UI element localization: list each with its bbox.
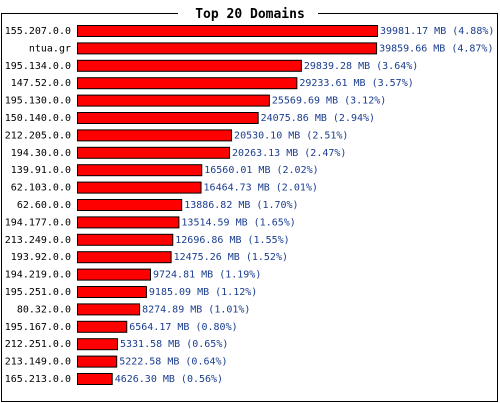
category-label: 139.91.0.0 (11, 165, 71, 176)
value-label: 29233.61 MB (3.57%) (299, 78, 413, 89)
category-label: 62.103.0.0 (11, 183, 71, 194)
category-label: 195.167.0.0 (5, 322, 71, 333)
category-label: ntua.gr (29, 43, 71, 54)
category-label: 62.60.0.0 (17, 200, 71, 211)
category-label: 80.32.0.0 (17, 304, 71, 315)
bar (77, 59, 302, 72)
category-label: 212.205.0.0 (5, 130, 71, 141)
value-label: 39859.66 MB (4.87%) (379, 43, 493, 54)
bar (77, 286, 147, 298)
value-label: 24075.86 MB (2.94%) (261, 113, 375, 124)
category-label: 195.130.0.0 (5, 96, 71, 107)
category-label: 212.251.0.0 (5, 339, 71, 350)
value-label: 12696.86 MB (1.55%) (175, 235, 289, 246)
value-label: 12475.26 MB (1.52%) (174, 252, 288, 263)
value-label: 13514.59 MB (1.65%) (181, 217, 295, 228)
bar (77, 164, 203, 177)
category-label: 193.92.0.0 (11, 252, 71, 263)
category-label: 195.134.0.0 (5, 61, 71, 72)
bar (77, 146, 231, 159)
value-label: 5222.58 MB (0.64%) (119, 357, 227, 368)
value-label: 9185.09 MB (1.12%) (149, 287, 257, 298)
bar (77, 25, 378, 37)
bar (77, 233, 174, 246)
bar (77, 77, 298, 90)
category-label: 194.30.0.0 (11, 148, 71, 159)
value-label: 13886.82 MB (1.70%) (184, 200, 298, 211)
category-label: 213.149.0.0 (5, 357, 71, 368)
chart-title: Top 20 Domains (195, 7, 305, 22)
value-label: 16464.73 MB (2.01%) (204, 183, 318, 194)
title-background (178, 4, 318, 22)
category-label: 194.177.0.0 (5, 217, 71, 228)
category-label: 147.52.0.0 (11, 78, 71, 89)
category-label: 194.219.0.0 (5, 270, 71, 281)
bar (77, 181, 202, 194)
bar (77, 94, 270, 107)
bar (77, 199, 183, 211)
value-label: 20530.10 MB (2.51%) (234, 130, 348, 141)
category-label: 213.249.0.0 (5, 235, 71, 246)
bar (77, 373, 113, 385)
bar-rows: 155.207.0.0 39981.17 MB (4.88%) ntua.gr 398… (5, 25, 494, 385)
value-label: 16560.01 MB (2.02%) (204, 165, 318, 176)
bar (77, 251, 172, 264)
value-label: 9724.81 MB (1.19%) (153, 270, 261, 281)
bar (77, 268, 151, 281)
value-label: 39981.17 MB (4.88%) (380, 26, 494, 37)
bar (77, 303, 141, 316)
value-label: 20263.13 MB (2.47%) (232, 148, 346, 159)
value-label: 29839.28 MB (3.64%) (304, 61, 418, 72)
bar (77, 355, 118, 368)
bar (77, 338, 119, 351)
bar (77, 216, 180, 229)
category-label: 155.207.0.0 (5, 26, 71, 37)
bar (77, 42, 378, 55)
value-label: 25569.69 MB (3.12%) (272, 96, 386, 107)
value-label: 6564.17 MB (0.80%) (129, 322, 237, 333)
bar (77, 320, 128, 333)
value-label: 5331.58 MB (0.65%) (120, 339, 228, 350)
bar (77, 129, 233, 142)
category-label: 165.213.0.0 (5, 374, 71, 385)
value-label: 8274.89 MB (1.01%) (142, 304, 250, 315)
category-label: 150.140.0.0 (5, 113, 71, 124)
value-label: 4626.30 MB (0.56%) (115, 374, 223, 385)
category-label: 195.251.0.0 (5, 287, 71, 298)
bar (77, 112, 259, 124)
